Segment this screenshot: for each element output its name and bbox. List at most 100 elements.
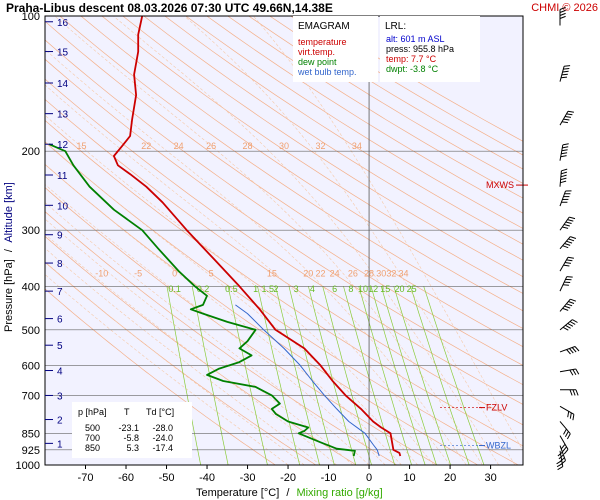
x-axis-label: Temperature [°C] bbox=[196, 487, 279, 499]
table-cell: -23.1 bbox=[118, 423, 139, 433]
thermodynamic-background bbox=[45, 16, 523, 465]
wind-barb-feather bbox=[572, 319, 578, 323]
lrl-alt: alt: 601 m ASL bbox=[386, 34, 445, 44]
altitude-tick-label: 2 bbox=[57, 416, 63, 427]
wind-barb-feather bbox=[560, 76, 568, 79]
wind-barb-feather bbox=[562, 226, 569, 229]
dry-adiabat-label: 32 bbox=[315, 141, 325, 151]
dry-adiabat-label: 30 bbox=[279, 141, 289, 151]
moist-adiabat-label: 24 bbox=[330, 268, 340, 278]
wind-barb-feather bbox=[566, 113, 573, 116]
wind-barb-feather bbox=[556, 463, 563, 468]
table-cell: 700 bbox=[85, 433, 100, 443]
y-tick-label: 700 bbox=[22, 390, 40, 402]
table-cell: 850 bbox=[85, 443, 100, 453]
levels-table: p [hPa] T Td [°C] 500 -23.1 -28.0 700 -5… bbox=[72, 402, 192, 458]
wind-barb-feather bbox=[563, 428, 567, 435]
y-tick-label: 300 bbox=[22, 225, 40, 237]
legend-wet-bulb: wet bulb temp. bbox=[297, 67, 357, 77]
x-tick-label: 10 bbox=[403, 472, 415, 484]
wind-barb-feather bbox=[567, 110, 574, 113]
table-header-td: Td [°C] bbox=[146, 407, 174, 417]
legend-dew-point: dew point bbox=[298, 57, 337, 67]
wind-barb-feather bbox=[569, 216, 576, 220]
wind-barb-feather bbox=[564, 65, 571, 67]
y-tick-label: 400 bbox=[22, 281, 40, 293]
wind-barb-feather bbox=[564, 243, 571, 246]
legend: EMAGRAM temperature virt.temp. dew point… bbox=[293, 16, 378, 82]
wind-barb-feather bbox=[560, 180, 567, 184]
altitude-tick-label: 13 bbox=[57, 110, 69, 121]
x-axis-label-mixing: Mixing ratio [g/kg] bbox=[296, 487, 382, 499]
wind-barb-feather bbox=[567, 219, 574, 222]
wind-barb-feather bbox=[568, 301, 575, 304]
moist-adiabat-label: 34 bbox=[398, 268, 408, 278]
table-header-p: p [hPa] bbox=[78, 407, 107, 417]
wind-barb-feather bbox=[569, 348, 574, 354]
y-tick-label: 925 bbox=[22, 445, 40, 457]
wind-barb-feather bbox=[567, 411, 570, 418]
altitude-tick-label: 9 bbox=[57, 231, 63, 242]
dry-adiabat bbox=[227, 16, 523, 199]
wind-barb-feather bbox=[564, 116, 571, 118]
wind-barb-feather bbox=[566, 240, 573, 244]
moist-adiabat-label: 0 bbox=[172, 268, 177, 278]
wind-barb-staff bbox=[559, 257, 569, 272]
moist-adiabat-label: -5 bbox=[134, 268, 142, 278]
wind-barb-staff bbox=[559, 190, 566, 207]
x-tick-label: -20 bbox=[280, 472, 296, 484]
dry-adiabat-label: 22 bbox=[141, 141, 151, 151]
wind-barb-staff bbox=[559, 111, 569, 126]
moist-adiabat-label: 15 bbox=[267, 268, 277, 278]
x-axis-title: Temperature [°C] / Mixing ratio [g/kg] bbox=[196, 487, 383, 499]
y-axis-title: Pressure [hPa] / Altitude [km] bbox=[3, 182, 15, 332]
plot-area bbox=[45, 16, 523, 465]
temperature-line bbox=[113, 16, 402, 457]
altitude-tick-label: 6 bbox=[57, 315, 63, 326]
mixing-ratio-label: 1 bbox=[253, 284, 258, 294]
wetbulb-line bbox=[235, 304, 380, 457]
wind-barb-feather bbox=[569, 412, 572, 419]
y-tick-label: 500 bbox=[22, 325, 40, 337]
altitude-tick-label: 3 bbox=[57, 391, 63, 402]
altitude-tick-label: 11 bbox=[57, 171, 68, 182]
fzlv-label: FZLV bbox=[486, 403, 507, 413]
dry-adiabat bbox=[45, 39, 523, 366]
moist-adiabat bbox=[45, 218, 354, 465]
mixing-ratio-label: 6 bbox=[332, 284, 337, 294]
reference-levels: FZLV WBZL MXWS bbox=[440, 180, 528, 451]
wind-barb-feather bbox=[561, 149, 568, 152]
dry-adiabat bbox=[164, 16, 523, 245]
altitude-tick-label: 14 bbox=[57, 79, 69, 90]
y-tick-label: 1000 bbox=[16, 460, 40, 472]
altitude-tick-label: 16 bbox=[57, 18, 69, 29]
wind-barb-feather bbox=[572, 369, 577, 375]
wind-barb-staff bbox=[559, 66, 565, 82]
wind-barb-feather bbox=[565, 221, 572, 224]
wind-barb-staff bbox=[559, 170, 562, 187]
wind-barb-feather bbox=[560, 443, 566, 450]
table-header-t: T bbox=[124, 407, 130, 417]
dewpoint-line bbox=[48, 143, 356, 457]
wind-barb-feather bbox=[570, 298, 577, 302]
table-cell: -24.0 bbox=[152, 433, 173, 443]
legend-temperature: temperature bbox=[298, 37, 347, 47]
wind-barb-feather bbox=[562, 70, 569, 73]
mixing-ratio-label: 25 bbox=[407, 284, 417, 294]
wind-barb-feather bbox=[563, 264, 570, 267]
wind-barbs-column bbox=[556, 6, 580, 471]
dry-adiabat bbox=[45, 58, 523, 386]
mixing-ratio-label: 4 bbox=[310, 284, 315, 294]
dry-adiabat bbox=[45, 20, 523, 348]
wind-barb-feather bbox=[563, 118, 570, 121]
wind-barb-feather bbox=[562, 446, 567, 452]
mixing-ratio-label: 0.2 bbox=[197, 284, 210, 294]
moist-adiabat bbox=[45, 163, 402, 465]
dry-adiabat-label: 15 bbox=[76, 141, 86, 151]
profile-series bbox=[48, 16, 402, 457]
wind-barb-staff bbox=[559, 435, 569, 450]
wind-barb-feather bbox=[561, 152, 568, 155]
table-cell: -28.0 bbox=[152, 423, 173, 433]
lrl-press: press: 955.8 hPa bbox=[386, 44, 454, 54]
wind-barb-feather bbox=[562, 307, 569, 311]
